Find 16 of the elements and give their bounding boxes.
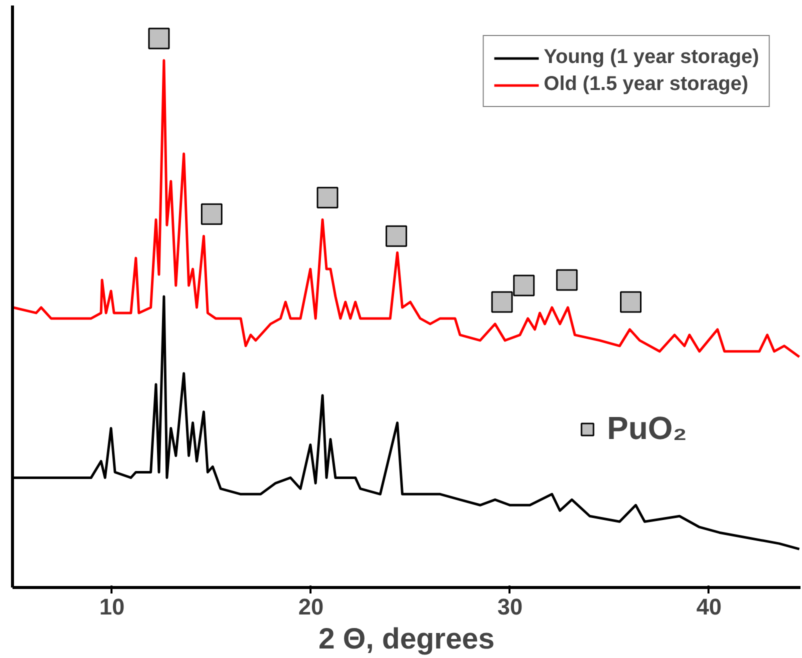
point (491, 291, 513, 313)
legend-label: Old (1.5 year storage) (544, 73, 748, 96)
point (200, 203, 222, 225)
legend-label: PuO₂ (607, 410, 687, 447)
x-tick-label: 20 (298, 594, 324, 620)
legend-label: Young (1 year storage) (544, 46, 759, 69)
x-tick-label: 10 (99, 594, 125, 620)
x-tick-label: 40 (696, 594, 722, 620)
x-tick-label: 30 (497, 594, 523, 620)
point (513, 274, 535, 296)
point (556, 269, 578, 291)
x-axis-title: 2 Θ, degrees (318, 622, 495, 656)
point (148, 28, 170, 50)
point (316, 186, 338, 208)
point (620, 291, 642, 313)
point (386, 225, 408, 247)
